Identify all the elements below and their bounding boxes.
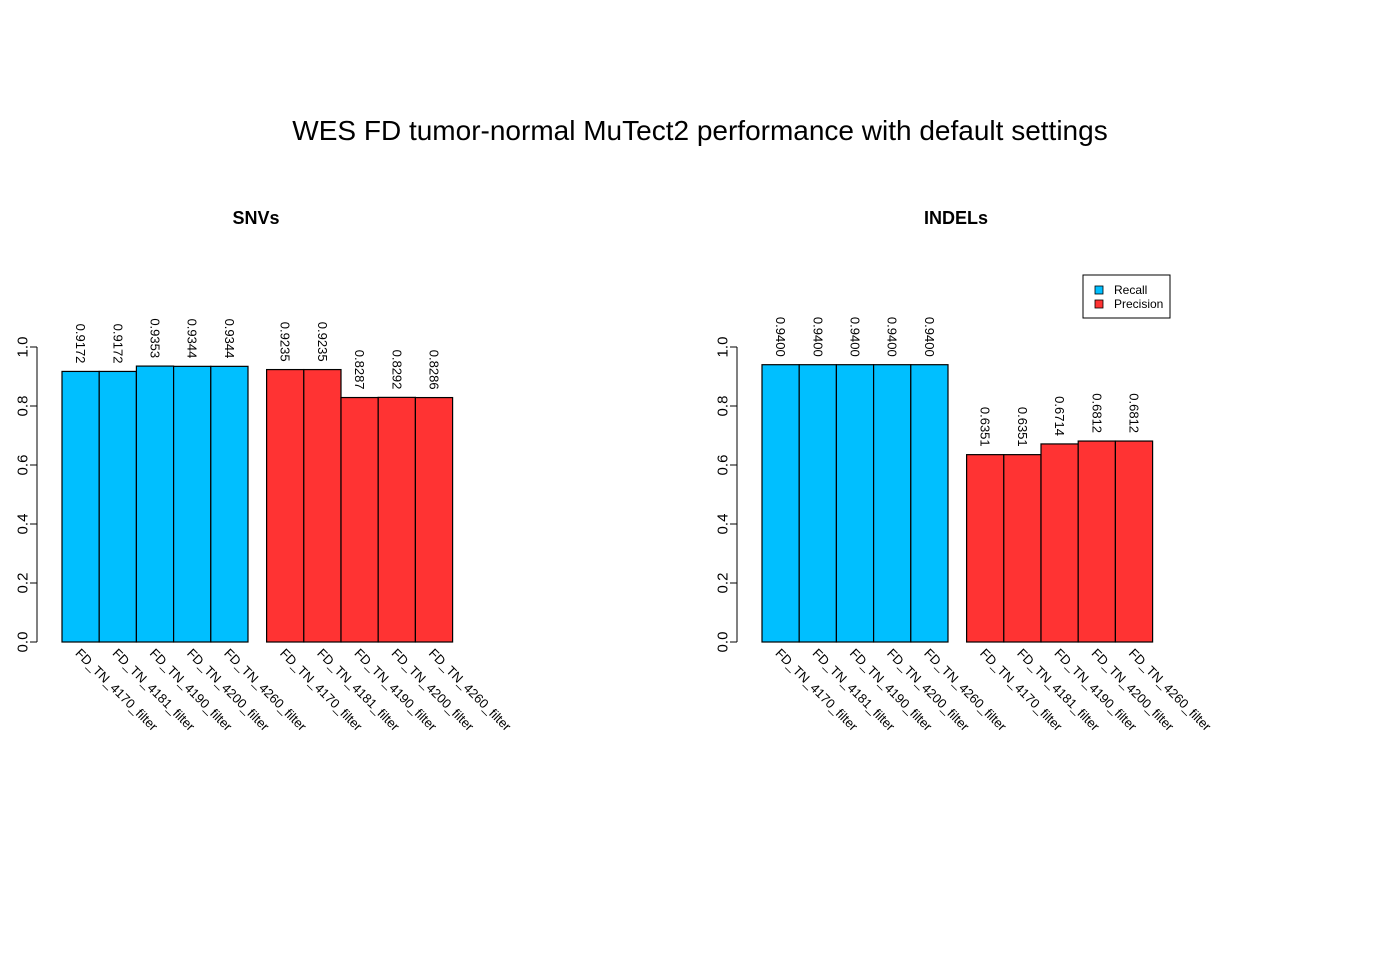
legend-label: Recall: [1114, 283, 1147, 297]
bar-precision: [1077, 440, 1116, 643]
value-label: 0.8287: [352, 350, 367, 390]
value-label: 0.9400: [848, 317, 863, 357]
bar-recall: [835, 364, 875, 643]
y-tick-label: 0.0: [15, 632, 32, 653]
y-tick-label: 0.8: [715, 396, 732, 417]
bar-precision: [1040, 443, 1079, 643]
value-label: 0.8292: [389, 350, 404, 390]
legend-box: [1082, 274, 1171, 319]
value-label: 0.6812: [1089, 393, 1104, 433]
bar-recall: [761, 364, 800, 643]
value-label: 0.9400: [773, 317, 788, 357]
y-tick-label: 0.8: [15, 396, 32, 417]
bar-recall: [872, 364, 912, 643]
y-tick-label: 1.0: [715, 337, 732, 358]
bar-precision: [1003, 454, 1042, 643]
value-label: 0.9344: [185, 319, 200, 359]
value-label: 0.9400: [922, 317, 937, 357]
bar-recall: [798, 364, 838, 643]
value-label: 0.9353: [148, 318, 163, 358]
value-label: 0.9344: [222, 319, 237, 359]
value-label: 0.9235: [315, 322, 330, 362]
bar-precision: [414, 396, 454, 643]
value-label: 0.9400: [810, 317, 825, 357]
y-tick-label: 0.4: [715, 514, 732, 535]
y-tick-label: 0.6: [715, 455, 732, 476]
bar-precision: [303, 368, 342, 643]
bar-precision: [340, 396, 379, 643]
bar-recall: [173, 365, 212, 643]
value-label: 0.6351: [978, 407, 993, 447]
value-label: 0.6351: [1015, 407, 1030, 447]
value-label: 0.8286: [427, 350, 442, 390]
bar-recall: [98, 370, 137, 643]
bar-recall: [210, 365, 249, 643]
y-tick-label: 0.4: [15, 514, 32, 535]
panel-title: SNVs: [232, 208, 279, 228]
legend-swatch: [1094, 299, 1104, 309]
value-label: 0.6812: [1127, 393, 1142, 433]
bar-recall: [61, 370, 100, 643]
y-tick-label: 0.2: [715, 573, 732, 594]
legend-label: Precision: [1114, 297, 1163, 311]
value-label: 0.9235: [278, 322, 293, 362]
bar-precision: [1114, 440, 1154, 643]
y-tick-label: 0.0: [715, 632, 732, 653]
bar-precision: [965, 454, 1005, 643]
bar-precision: [377, 396, 417, 643]
value-label: 0.9400: [885, 317, 900, 357]
value-label: 0.9172: [73, 324, 88, 364]
panel-title: INDELs: [924, 208, 988, 228]
value-label: 0.6714: [1052, 396, 1067, 436]
legend-swatch: [1094, 285, 1104, 295]
y-tick-label: 0.2: [15, 573, 32, 594]
bar-precision: [266, 368, 305, 643]
y-tick-label: 1.0: [15, 337, 32, 358]
bar-recall: [135, 365, 175, 643]
value-label: 0.9172: [110, 324, 125, 364]
y-tick-label: 0.6: [15, 455, 32, 476]
main-title: WES FD tumor-normal MuTect2 performance …: [292, 115, 1107, 146]
bar-recall: [910, 364, 949, 643]
